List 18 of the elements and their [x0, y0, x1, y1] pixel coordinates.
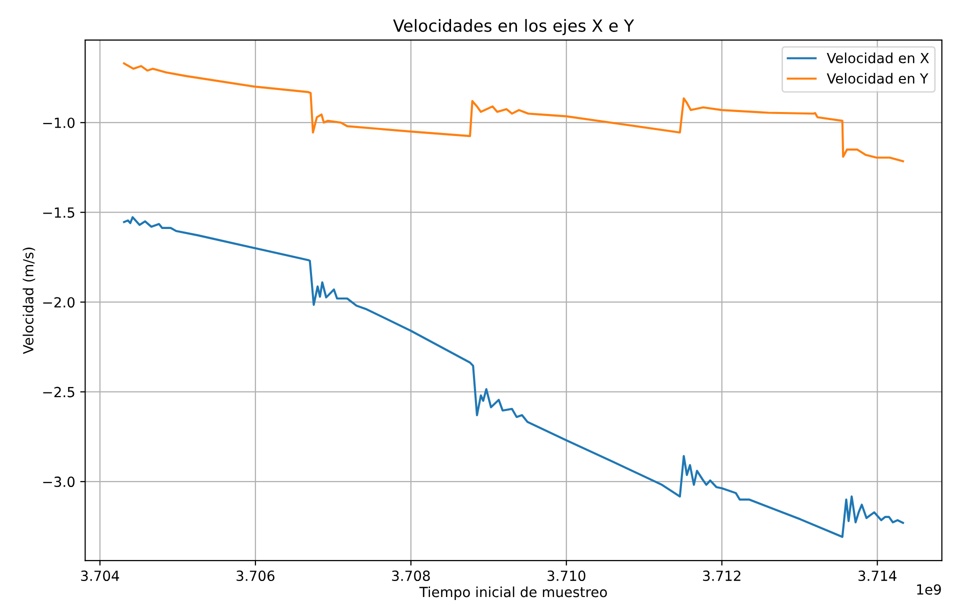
x-tick-label: 3.714 [858, 570, 896, 582]
x-tick-label: 3.710 [548, 570, 586, 582]
y-tick-label: −3.0 [43, 476, 75, 488]
x-tick-label: 3.706 [236, 570, 274, 582]
x-tick-label: 3.708 [392, 570, 430, 582]
line-series [123, 216, 904, 538]
text: 1e9 [917, 584, 941, 595]
y-tick-label: −2.5 [43, 386, 74, 398]
legend-label: Velocidad en X [826, 52, 929, 64]
y-axis-title: Velocidad (m/s) [22, 248, 36, 354]
y-tick-label: −1.0 [43, 118, 75, 128]
chart-title: Velocidades en los ejes X e Y [393, 19, 634, 36]
y-tick-label: −1.5 [43, 208, 74, 218]
legend-label: Velocidad en Y [826, 72, 928, 84]
x-tick-label: 3.712 [703, 570, 740, 582]
x-axis-title: Tiempo inicial de muestreo [419, 586, 607, 600]
x-tick-label: 3.704 [81, 570, 120, 582]
y-tick-label: −2.0 [43, 297, 75, 308]
